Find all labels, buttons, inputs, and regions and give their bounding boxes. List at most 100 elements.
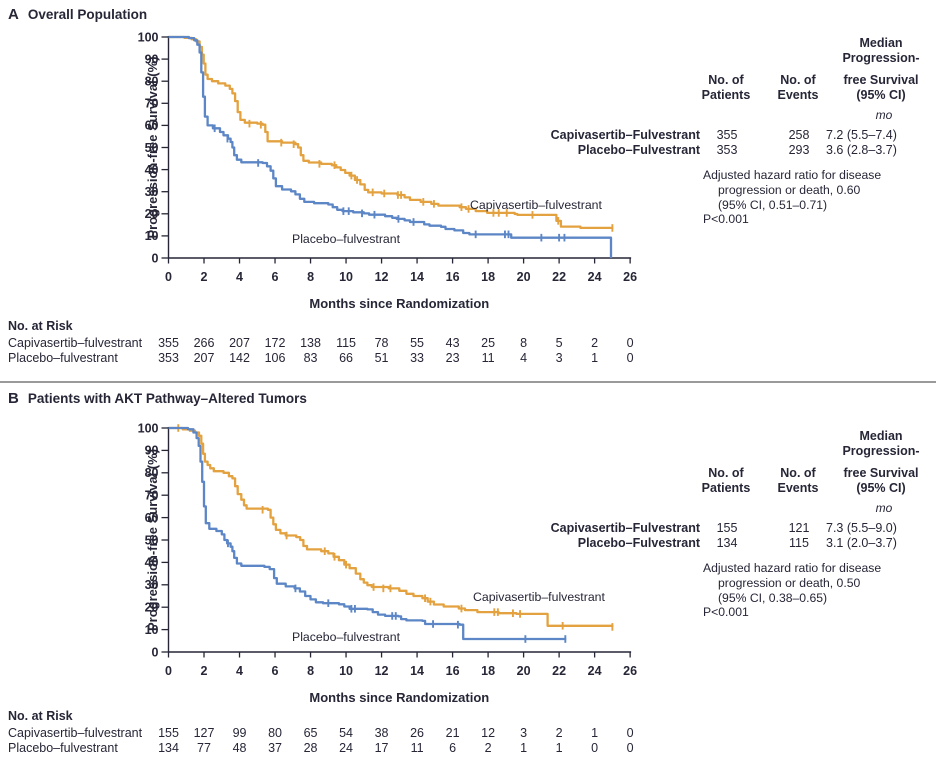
events-header: Events [778,88,819,102]
y-tick-label: 70 [145,97,159,111]
x-axis-title: Months since Randomization [309,690,489,705]
patients-header: Patients [702,88,751,102]
risk-count: 134 [158,741,179,755]
y-tick-label: 90 [145,52,159,66]
risk-count: 25 [481,336,495,350]
hazard-ratio-note: (95% CI, 0.38–0.65) [718,591,827,605]
x-tick-label: 20 [517,270,531,284]
risk-count: 353 [158,351,179,365]
y-tick-label: 0 [152,251,159,265]
months-unit-label: mo [876,501,893,515]
x-tick-label: 4 [236,270,243,284]
panel-a-letter: A [8,6,19,23]
risk-count: 0 [591,741,598,755]
risk-count: 23 [446,351,460,365]
panel-b-letter: B [8,390,19,407]
y-tick-label: 40 [145,163,159,177]
x-tick-label: 8 [307,664,314,678]
risk-table-header: No. at Risk [8,319,73,333]
curve-label: Placebo–fulvestrant [292,630,401,644]
risk-count: 115 [336,336,356,350]
y-axis-title: Progression-free Survival (%) [145,56,160,238]
panel-a-title-text: Overall Population [27,7,148,22]
risk-row-label: Placebo–fulvestrant [8,741,118,755]
x-tick-label: 6 [272,270,279,284]
median-pfs-header: free Survival [843,466,918,480]
y-tick-label: 80 [145,466,159,480]
risk-count: 48 [233,741,247,755]
y-tick-label: 80 [145,75,159,89]
patients-header: Patients [702,481,751,495]
risk-count: 355 [158,336,179,350]
hazard-ratio-note: progression or death, 0.50 [718,576,861,590]
x-tick-label: 2 [201,270,208,284]
x-tick-label: 16 [446,270,460,284]
events-header: No. of [780,73,816,87]
risk-count: 1 [556,741,563,755]
risk-count: 54 [339,726,353,740]
y-tick-label: 90 [145,444,159,458]
risk-count: 78 [375,336,389,350]
risk-count: 1 [591,726,598,740]
hazard-ratio-note: Adjusted hazard ratio for disease [703,561,881,575]
risk-count: 0 [627,726,634,740]
panel-a-title: A Overall Population [8,6,147,23]
risk-row-label: Placebo–fulvestrant [8,351,118,365]
median-pfs-header: Progression- [842,51,919,65]
y-tick-label: 60 [145,511,159,525]
risk-count: 106 [265,351,286,365]
p-value: P<0.001 [703,605,749,619]
x-tick-label: 0 [165,664,172,678]
y-tick-label: 50 [145,141,159,155]
risk-count: 43 [446,336,460,350]
risk-count: 172 [265,336,286,350]
risk-count: 12 [481,726,495,740]
median-pfs-value: 3.1 (2.0–3.7) [826,536,897,550]
panel-b-title-text: Patients with AKT Pathway–Altered Tumors [27,391,307,406]
x-tick-label: 14 [410,664,424,678]
y-tick-label: 40 [145,556,159,570]
km-curve-placebo [168,35,613,258]
x-tick-label: 26 [623,664,637,678]
km-curve-capivasertib [168,426,614,627]
median-pfs-header: (95% CI) [856,481,905,495]
events-value: 115 [789,536,809,550]
km-curve-placebo [168,426,567,641]
patients-value: 155 [717,521,738,535]
x-tick-label: 14 [410,270,424,284]
risk-count: 24 [339,741,353,755]
risk-count: 1 [591,351,598,365]
x-tick-label: 18 [481,270,495,284]
risk-count: 6 [449,741,456,755]
risk-count: 138 [300,336,321,350]
x-tick-label: 8 [307,270,314,284]
x-tick-label: 0 [165,270,172,284]
y-tick-label: 50 [145,533,159,547]
y-tick-label: 0 [152,645,159,659]
risk-count: 207 [194,351,215,365]
median-pfs-header: (95% CI) [856,88,905,102]
risk-count: 80 [268,726,282,740]
risk-count: 11 [482,351,495,365]
risk-count: 127 [194,726,215,740]
y-tick-label: 20 [145,207,159,221]
km-curve-capivasertib [168,35,614,230]
risk-count: 8 [520,336,527,350]
risk-count: 66 [339,351,353,365]
x-tick-label: 12 [375,664,389,678]
risk-count: 155 [158,726,179,740]
stats-row-label: Capivasertib–Fulvestrant [551,521,701,535]
risk-count: 21 [446,726,460,740]
x-tick-label: 22 [552,664,566,678]
x-axis-title: Months since Randomization [309,296,489,311]
y-axis-title: Progression-free Survival (%) [145,449,160,631]
median-pfs-value: 3.6 (2.8–3.7) [826,143,897,157]
median-pfs-value: 7.2 (5.5–7.4) [826,128,897,142]
panel-divider [0,381,936,383]
stats-row-label: Placebo–Fulvestrant [578,536,701,550]
risk-count: 4 [520,351,527,365]
risk-count: 0 [627,351,634,365]
risk-count: 65 [304,726,318,740]
y-tick-label: 60 [145,119,159,133]
patients-value: 134 [717,536,738,550]
